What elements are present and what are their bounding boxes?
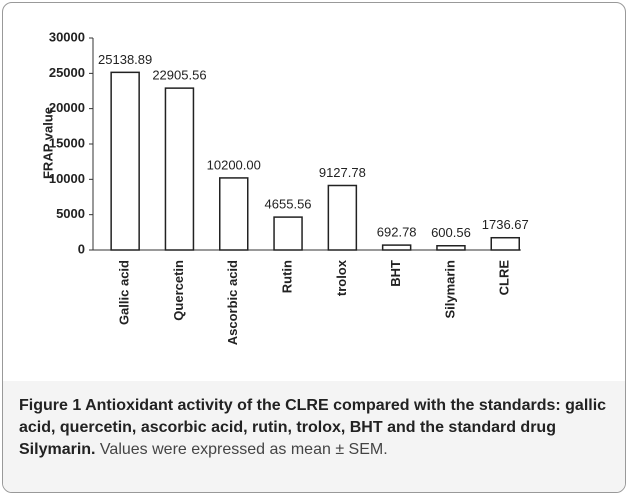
y-tick-label: 30000 <box>49 29 85 44</box>
value-label: 22905.56 <box>152 68 206 83</box>
caption-text: Figure 1 Antioxidant activity of the CLR… <box>3 381 625 461</box>
y-tick-label: 10000 <box>49 171 85 186</box>
value-label: 10200.00 <box>207 157 261 172</box>
bar <box>381 244 412 251</box>
x-tick-label: Silymarin <box>442 260 457 319</box>
x-tick-label: BHT <box>388 260 403 287</box>
caption-title: Figure 1 Antioxidant activity of the CLR… <box>19 397 607 458</box>
x-tick-label: CLRE <box>497 260 512 296</box>
value-label: 4655.56 <box>265 197 312 212</box>
y-tick-label: 5000 <box>56 206 85 221</box>
y-tick-label: 15000 <box>49 135 85 150</box>
caption: Figure 1 Antioxidant activity of the CLR… <box>3 381 625 492</box>
value-label: 600.56 <box>431 225 471 240</box>
x-tick-label: Rutin <box>279 260 294 293</box>
value-label: 25138.89 <box>98 52 152 67</box>
bar <box>110 71 140 251</box>
value-label: 9127.78 <box>319 165 366 180</box>
chart: FRAP value 0 5000 10000 15000 20000 25000 3000… <box>40 29 529 345</box>
value-label: 1736.67 <box>482 217 529 232</box>
bar <box>273 216 303 251</box>
y-axis-label: FRAP value <box>40 107 55 179</box>
bar <box>436 245 466 251</box>
y-tick-label: 25000 <box>49 65 85 80</box>
x-tick-label: trolox <box>334 259 349 296</box>
y-tick-label: 0 <box>78 241 85 256</box>
bar <box>490 236 520 251</box>
bar <box>164 87 195 251</box>
x-tick-label: Ascorbic acid <box>225 260 240 345</box>
value-label: 692.78 <box>377 225 417 240</box>
caption-body: Values were expressed as mean ± SEM. <box>95 441 388 458</box>
y-tick-label: 20000 <box>49 100 85 115</box>
bar <box>327 184 358 251</box>
x-tick-label: Gallic acid <box>117 260 132 325</box>
bar <box>219 177 249 251</box>
x-tick-label: Quercetin <box>171 260 186 321</box>
